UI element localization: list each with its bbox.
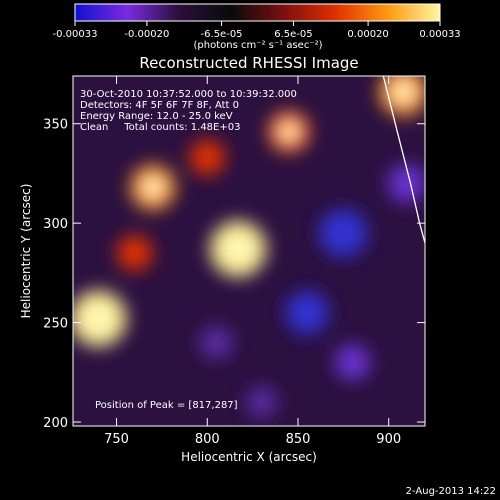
colorbar-tick-label: 6.5e-05 — [274, 29, 312, 40]
annotation-clean-counts: Clean Total counts: 1.48E+03 — [80, 122, 240, 133]
intensity-features — [73, 76, 425, 419]
chart-title: Reconstructed RHESSI Image — [139, 54, 358, 72]
bright-source-core — [225, 236, 251, 262]
annotation-time-range: 30-Oct-2010 10:37:52.000 to 10:39:32.000 — [80, 89, 297, 100]
annotation-energy-range: Energy Range: 12.0 - 25.0 keV — [80, 111, 233, 122]
bright-source-blob — [116, 235, 153, 271]
y-tick-label: 350 — [43, 118, 68, 133]
x-tick-label: 850 — [286, 432, 311, 447]
x-axis: 750 800 850 900 — [104, 76, 401, 447]
bright-source-core — [279, 122, 299, 142]
bright-source-core — [142, 177, 164, 198]
colorbar-gradient — [74, 3, 441, 22]
bright-source-blob — [189, 139, 226, 176]
y-axis: 200 250 300 350 — [43, 118, 425, 431]
dim-region-blob — [245, 386, 278, 419]
y-tick-label: 200 — [43, 416, 68, 431]
colorbar-tick-label: -0.00020 — [124, 29, 169, 40]
bright-source-core — [392, 81, 415, 103]
dim-region-blob — [387, 164, 425, 203]
dim-region-blob — [199, 325, 234, 360]
y-tick-label: 250 — [43, 317, 68, 332]
colorbar-tick-label: -6.5e-05 — [201, 29, 243, 40]
dim-region-blob — [319, 208, 368, 258]
bright-source-core — [85, 306, 112, 332]
x-axis-label: Heliocentric X (arcsec) — [181, 450, 317, 464]
plot-frame — [72, 75, 426, 427]
colorbar-ticks: -0.00033 -0.00020 -6.5e-05 6.5e-05 0.00020 0.… — [53, 21, 461, 40]
dim-region-blob — [334, 344, 371, 381]
colorbar-tick-label: -0.00033 — [53, 29, 98, 40]
x-tick-label: 900 — [376, 432, 401, 447]
colorbar: -0.00033 -0.00020 -6.5e-05 6.5e-05 0.00020 0.… — [53, 3, 461, 51]
x-tick-label: 800 — [195, 432, 220, 447]
colorbar-unit-label: (photons cm⁻² s⁻¹ asec⁻²) — [193, 40, 322, 51]
dim-region-blob — [285, 290, 329, 335]
footer-date: 2-Aug-2013 14:22 — [406, 486, 496, 497]
x-tick-label: 750 — [104, 432, 129, 447]
y-axis-label: Heliocentric Y (arcsec) — [19, 184, 33, 319]
annotation-peak-position: Position of Peak = [817,287] — [95, 400, 238, 411]
solar-limb-line — [382, 76, 425, 244]
plot-area — [73, 76, 425, 426]
y-tick-label: 300 — [43, 217, 68, 232]
plot-annotations: 30-Oct-2010 10:37:52.000 to 10:39:32.000… — [80, 89, 297, 411]
colorbar-tick-label: 0.00033 — [419, 29, 460, 40]
colorbar-tick-label: 0.00020 — [347, 29, 388, 40]
annotation-detectors: Detectors: 4F 5F 6F 7F 8F, Att 0 — [80, 100, 239, 111]
